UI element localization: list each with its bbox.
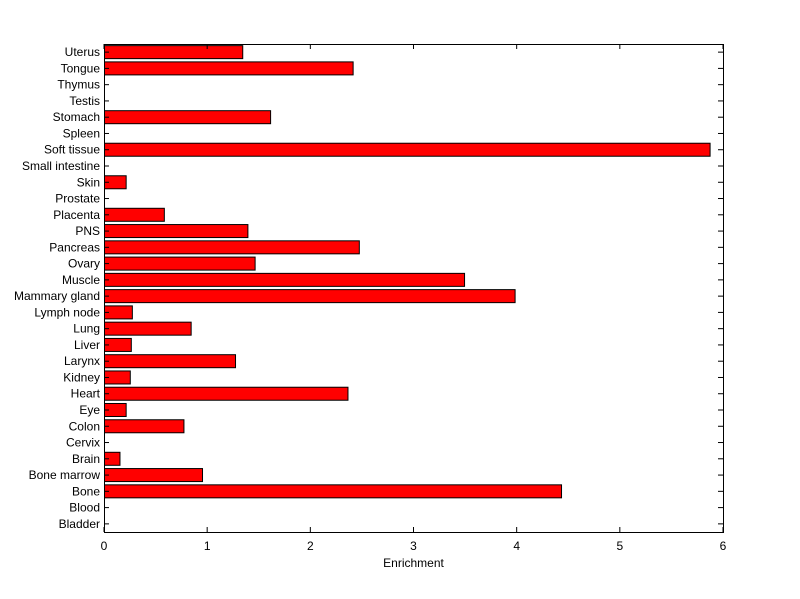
y-tick-label-blood: Blood [69,501,100,515]
x-tick-label-2: 2 [307,539,314,553]
y-tick-label-heart: Heart [71,387,101,401]
y-tick-label-mammary-gland: Mammary gland [14,289,100,303]
y-tick-label-lung: Lung [73,322,100,336]
bar-soft-tissue [104,142,711,157]
y-tick-label-eye: Eye [79,403,100,417]
bar-pancreas [104,240,360,255]
bar-bone [104,484,563,499]
y-tick-label-testis: Testis [69,94,100,108]
y-tick-label-stomach: Stomach [53,110,100,124]
tick-labels-group: Uterus Tongue Thymus Testis Stomach Spleen Sof… [14,45,727,553]
bar-lung [104,321,192,336]
y-tick-label-prostate: Prostate [55,192,100,206]
y-tick-label-liver: Liver [74,338,100,352]
x-tick-label-4: 4 [513,539,520,553]
y-tick-label-ovary: Ovary [68,257,100,271]
y-tick-label-tongue: Tongue [61,61,101,75]
y-tick-label-bladder: Bladder [59,517,100,531]
bar-colon [104,419,185,434]
x-tick-label-6: 6 [720,539,727,553]
bar-larynx [104,354,237,369]
bar-pns [104,224,249,239]
y-tick-label-bone: Bone [72,484,100,498]
bar-mammary-gland [104,289,516,304]
bar-uterus [104,45,244,60]
x-tick-label-3: 3 [410,539,417,553]
bar-placenta [104,207,165,222]
y-tick-label-brain: Brain [72,452,100,466]
x-axis-label: Enrichment [383,556,444,570]
y-tick-label-cervix: Cervix [66,436,100,450]
x-tick-label-0: 0 [101,539,108,553]
y-tick-label-uterus: Uterus [65,45,100,59]
y-tick-label-colon: Colon [69,419,100,433]
y-tick-label-spleen: Spleen [63,126,100,140]
y-tick-label-pancreas: Pancreas [49,240,100,254]
y-tick-label-thymus: Thymus [57,78,100,92]
y-tick-label-pns: PNS [75,224,100,238]
y-tick-label-bone-marrow: Bone marrow [29,468,101,482]
x-tick-label-5: 5 [616,539,623,553]
y-tick-label-lymph-node: Lymph node [34,305,100,319]
bars-group [104,45,711,499]
y-tick-label-muscle: Muscle [62,273,100,287]
bar-heart [104,386,349,401]
x-tick-label-1: 1 [204,539,211,553]
ticks-group [103,44,724,532]
y-tick-label-soft-tissue: Soft tissue [44,143,100,157]
y-tick-label-small-intestine: Small intestine [22,159,100,173]
y-tick-label-larynx: Larynx [64,354,100,368]
bar-ovary [104,256,256,271]
y-tick-label-skin: Skin [77,175,100,189]
y-tick-label-placenta: Placenta [53,208,100,222]
bar-stomach [104,110,272,125]
bar-tongue [104,61,354,76]
bar-muscle [104,272,466,287]
bar-bone-marrow [104,468,204,483]
y-tick-label-kidney: Kidney [63,370,100,384]
